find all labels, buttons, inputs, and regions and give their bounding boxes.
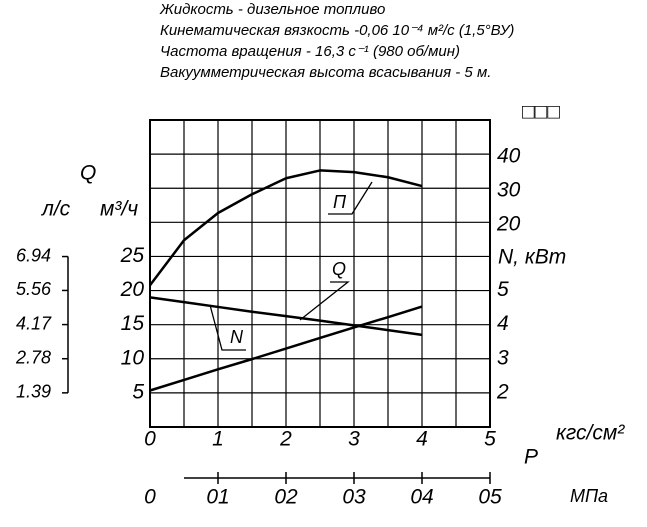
x2-tick-label: 02 bbox=[274, 486, 298, 509]
y2-tick-label: 4 bbox=[497, 312, 509, 335]
note: Жидкость - дизельное топливо bbox=[159, 1, 385, 18]
y-tick-label: 15 bbox=[121, 312, 145, 335]
x-tick-label: 2 bbox=[279, 428, 292, 451]
series-line bbox=[149, 296, 423, 337]
leader bbox=[328, 181, 373, 215]
series-line bbox=[149, 169, 423, 287]
y3-tick-label: 20 bbox=[496, 212, 521, 235]
y2-tick-label: 3 bbox=[497, 346, 509, 369]
x-tick-label: 0 bbox=[144, 428, 156, 451]
x2-tick-label: 05 bbox=[478, 486, 502, 509]
y2-tick-label: 2 bbox=[496, 380, 509, 403]
y3-tick-label: 40 bbox=[497, 144, 521, 167]
yalt-tick-label: 1.39 bbox=[16, 382, 51, 402]
yalt-tick-label: 5.56 bbox=[16, 279, 52, 299]
note: Кинематическая вязкость -0,06 10⁻⁴ м²/с … bbox=[160, 22, 514, 39]
leader bbox=[209, 304, 246, 351]
y-tick-label: 20 bbox=[120, 278, 145, 301]
x-tick-label: 1 bbox=[212, 428, 224, 451]
y3-label: □□□ bbox=[522, 101, 560, 124]
yalt-tick-label: 2.78 bbox=[15, 347, 51, 367]
note: Частота вращения - 16,3 с⁻¹ (980 об/мин) bbox=[160, 43, 460, 60]
y2-label: N, кВт bbox=[498, 246, 566, 269]
y-tick-label: 5 bbox=[132, 380, 144, 403]
x2-tick-label: 0 bbox=[144, 486, 156, 509]
x-tick-label: 4 bbox=[416, 428, 428, 451]
x-label: P bbox=[524, 446, 538, 469]
y-tick-label: 10 bbox=[121, 346, 145, 369]
yalt-unit: л/с bbox=[41, 198, 71, 221]
leader bbox=[299, 281, 350, 321]
x-tick-label: 5 bbox=[484, 428, 496, 451]
y2-tick-label: 5 bbox=[497, 278, 509, 301]
yalt-tick-label: 6.94 bbox=[16, 245, 51, 265]
x2-unit: МПа bbox=[570, 486, 608, 506]
x2-tick-label: 04 bbox=[410, 486, 433, 509]
y3-tick-label: 30 bbox=[497, 178, 521, 201]
curve-label: Q bbox=[332, 259, 346, 279]
x2-tick-label: 01 bbox=[206, 486, 229, 509]
series-line bbox=[149, 305, 423, 392]
x-tick-label: 3 bbox=[348, 428, 360, 451]
leaders bbox=[209, 181, 373, 351]
curve-label: П bbox=[333, 192, 347, 212]
curve-label: N bbox=[230, 327, 244, 347]
y-label: Q bbox=[80, 162, 96, 185]
yalt-tick-label: 4.17 bbox=[16, 313, 52, 333]
x-unit: кгс/см² bbox=[556, 422, 625, 445]
note: Вакуумметрическая высота всасывания - 5 … bbox=[160, 64, 491, 81]
x2-tick-label: 03 bbox=[342, 486, 366, 509]
y-tick-label: 25 bbox=[120, 244, 145, 267]
y-unit: м³/ч bbox=[100, 198, 138, 221]
plot-frame bbox=[149, 119, 491, 428]
